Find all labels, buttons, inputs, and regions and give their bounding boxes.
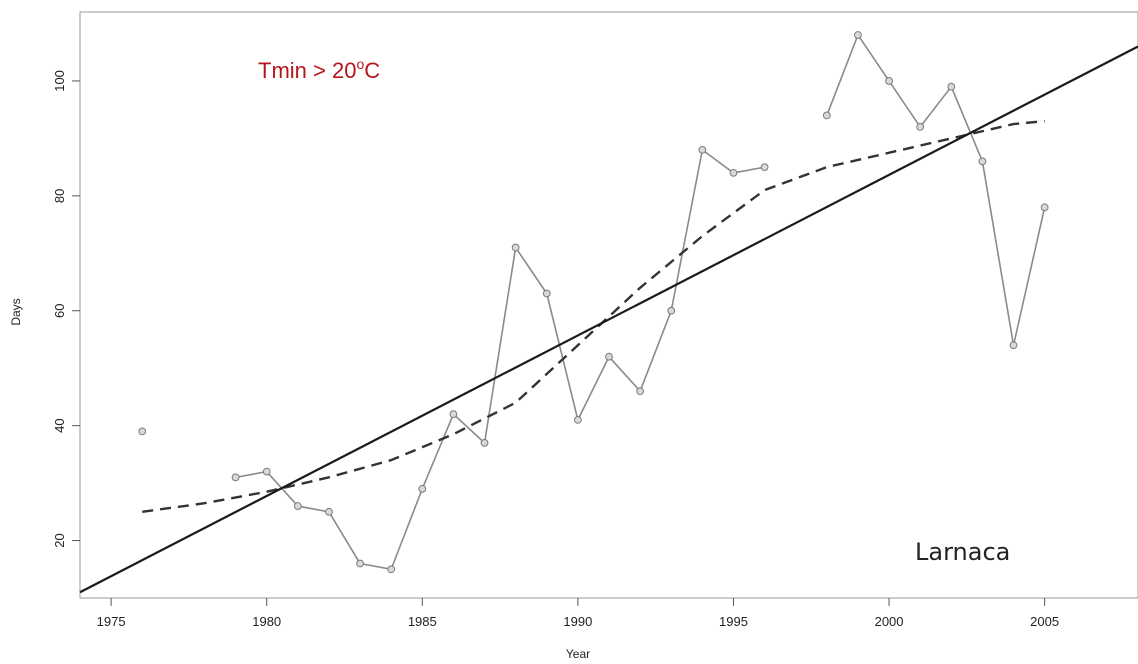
data-point	[542, 289, 551, 298]
y-tick-label: 100	[52, 70, 67, 92]
station-label: Larnaca	[915, 538, 1010, 566]
data-point	[262, 467, 271, 476]
y-tick-label: 80	[52, 189, 67, 203]
x-axis-title: Year	[566, 647, 590, 661]
data-point	[947, 82, 956, 91]
data-point	[822, 111, 831, 120]
y-tick-label: 40	[52, 418, 67, 432]
data-point	[1040, 203, 1049, 212]
data-point	[356, 559, 364, 568]
data-point	[511, 243, 520, 252]
data-point	[293, 502, 302, 510]
linear-trend-line	[79, 45, 1138, 594]
smoothed-curve	[142, 119, 1045, 514]
data-point	[573, 416, 582, 424]
annotation-main: Tmin > 20	[258, 58, 356, 83]
x-tick-label: 2000	[875, 614, 904, 629]
annotation-degree: o	[356, 56, 364, 72]
data-point	[387, 565, 396, 574]
data-point	[325, 507, 333, 516]
observed-series-line	[235, 148, 765, 571]
data-point	[231, 473, 240, 482]
data-point	[885, 77, 893, 85]
plot-frame	[79, 11, 1138, 599]
data-point	[760, 163, 769, 172]
data-point	[418, 484, 427, 493]
data-point	[480, 438, 489, 447]
chart-annotation: Tmin > 20oC	[258, 56, 380, 83]
y-tick-label: 60	[52, 304, 67, 318]
data-point	[854, 31, 862, 39]
annotation-unit: C	[364, 58, 380, 83]
data-point	[449, 410, 458, 419]
data-point	[698, 145, 707, 154]
y-tick-label: 20	[52, 533, 67, 547]
data-point	[605, 352, 613, 361]
x-tick-label: 1980	[252, 614, 281, 629]
x-tick-label: 1995	[719, 614, 748, 629]
data-point	[978, 157, 987, 166]
y-axis-title: Days	[9, 298, 23, 325]
data-point	[667, 306, 676, 315]
data-point	[1009, 341, 1018, 350]
x-tick-label: 1990	[563, 614, 592, 629]
data-point	[636, 387, 645, 396]
axes: 1975 1980 1985 1990 1995 2000 2005 20 40 60 80 100	[52, 70, 1059, 629]
data-point	[729, 168, 738, 177]
x-tick-label: 1985	[408, 614, 437, 629]
observed-series-line	[826, 33, 1046, 346]
x-tick-label: 2005	[1030, 614, 1059, 629]
x-tick-label: 1975	[97, 614, 126, 629]
data-point	[916, 123, 925, 131]
data-point	[138, 427, 147, 436]
plot-area	[79, 31, 1138, 594]
